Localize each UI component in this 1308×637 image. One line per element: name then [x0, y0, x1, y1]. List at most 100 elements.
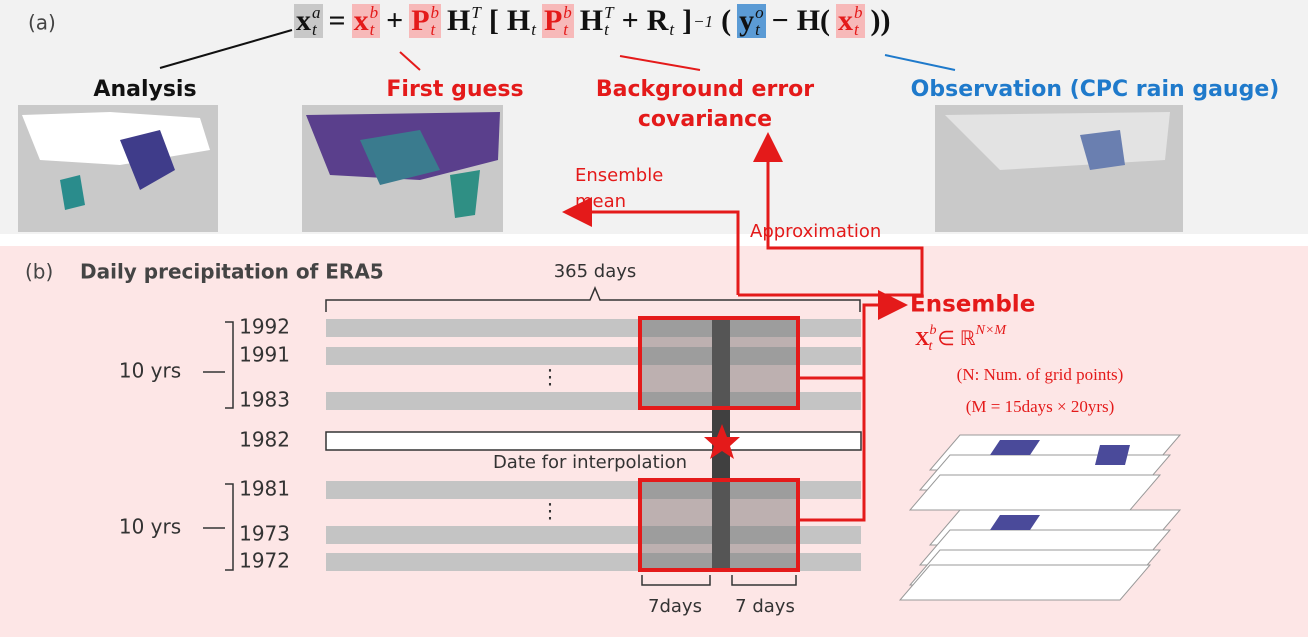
brace [325, 286, 861, 312]
equation-token: + [620, 4, 641, 38]
equation-sub: t [471, 20, 477, 39]
window-box [638, 316, 800, 410]
equation-sub: t [755, 20, 760, 39]
equation-base: H( [796, 4, 831, 37]
equation-sub: t [531, 20, 536, 39]
equation-base: H [506, 4, 531, 37]
equation-token: = [327, 4, 348, 38]
equation-base: x [838, 4, 854, 37]
equation-script: t [531, 4, 536, 38]
equation-sub: t [669, 20, 675, 39]
leaders [159, 29, 956, 71]
equation-sub: t [563, 20, 568, 39]
window-brace [641, 575, 797, 586]
equation-sub: t [604, 20, 609, 39]
equation-script: −1 [693, 13, 713, 30]
equation-base: ] [682, 4, 693, 37]
group-label: 10 yrs [119, 359, 181, 383]
equation-sup: o [755, 3, 764, 22]
panel-label: (b) [25, 260, 53, 284]
equation-base: + [386, 4, 404, 37]
ensemble-note: (N: Num. of grid points) [957, 365, 1124, 384]
equation-base: x [353, 4, 369, 37]
equation-base: )) [870, 4, 891, 37]
equation-sub: t [854, 20, 859, 39]
star [704, 424, 740, 459]
equation-sup [669, 4, 674, 21]
window-box [638, 478, 800, 572]
span-label: 365 days [554, 261, 637, 282]
equation-base: x [296, 4, 311, 37]
date-label: Date for interpolation [493, 452, 687, 473]
equation-token: + [384, 4, 405, 38]
formula-base: X [915, 328, 930, 350]
year-label: 1991 [239, 343, 290, 367]
equation-base: + [621, 4, 639, 37]
equation-base: [ [488, 4, 499, 37]
ensemble-title: Ensemble [910, 292, 1035, 318]
year-label: 1983 [239, 388, 290, 412]
analysis-label: Analysis [93, 77, 196, 102]
equation-base: y [739, 4, 755, 37]
arrows [562, 132, 924, 522]
panel-title: Daily precipitation of ERA5 [80, 260, 384, 284]
year-brace [225, 321, 234, 571]
equation-token: [ [487, 4, 501, 38]
equation-base: H [447, 4, 471, 37]
equation-script: t [669, 4, 674, 38]
equation-token: R t [645, 4, 676, 38]
ensemble-mean-label: mean [575, 191, 626, 212]
equation-sup [531, 4, 536, 21]
equation-token: ] −1 [680, 4, 715, 38]
formula-sub: t [928, 339, 933, 354]
equation-token: − [770, 4, 791, 38]
ensemble-note: (M = 15days × 20yrs) [966, 397, 1115, 416]
equation-token: )) [869, 4, 893, 38]
year-label: ⋮ [540, 499, 560, 523]
window-label: 7 days [735, 596, 795, 617]
year-label: ⋮ [540, 365, 560, 389]
formula-rest-sup: N×M [975, 323, 1008, 338]
year-label: 1981 [239, 477, 290, 501]
equation-sub: t [430, 20, 436, 39]
year-bar [325, 431, 862, 451]
approximation-label: Approximation [750, 221, 881, 242]
panel-label: (a) [28, 11, 56, 35]
first-guess-label: First guess [386, 77, 523, 102]
equation-base: − [771, 4, 789, 37]
equation-base: P [543, 4, 563, 37]
year-label: 1982 [239, 428, 290, 452]
observation-label: Observation (CPC rain gauge) [911, 77, 1280, 102]
equation-sup: b [854, 3, 863, 22]
equation-sup: a [312, 3, 321, 22]
equation-token: ( [719, 4, 733, 38]
equation-sup: b [430, 3, 440, 22]
year-label: 1973 [239, 522, 290, 546]
equation-base: H [579, 4, 604, 37]
equation-base: = [328, 4, 346, 37]
equation-base: R [646, 4, 669, 37]
ensemble-mean-label: Ensemble [575, 165, 663, 186]
covariance-label: Background error [596, 77, 814, 102]
equation-base: ( [721, 4, 732, 37]
formula-sup: b [929, 323, 936, 338]
equation-sup: T [604, 3, 614, 22]
equation-token: H t [505, 4, 538, 38]
year-label: 1992 [239, 315, 290, 339]
